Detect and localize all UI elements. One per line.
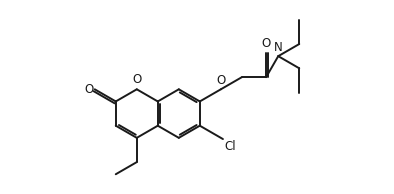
- Text: O: O: [262, 37, 271, 50]
- Text: O: O: [216, 74, 225, 87]
- Text: Cl: Cl: [224, 140, 236, 153]
- Text: O: O: [132, 73, 141, 86]
- Text: N: N: [274, 41, 283, 54]
- Text: O: O: [84, 83, 93, 96]
